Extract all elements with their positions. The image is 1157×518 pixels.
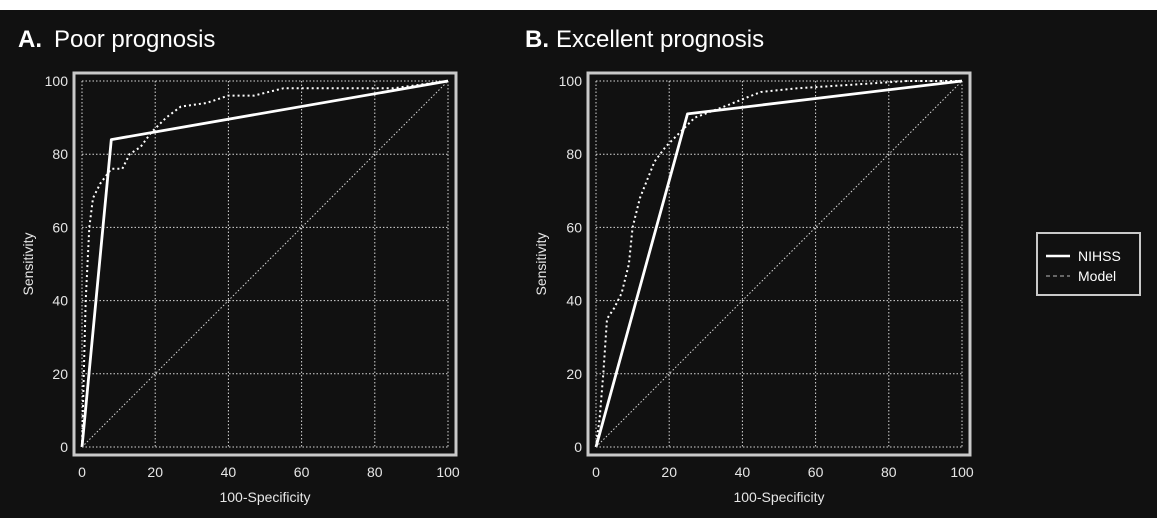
panel-b-marks [594, 79, 963, 448]
panel-b-x-tick-40: 40 [735, 464, 751, 480]
panel-b-x-tick-80: 80 [881, 464, 897, 480]
panel-b-x-ticks: 0 20 40 60 80 100 [592, 464, 974, 480]
panel-b-title: Excellent prognosis [556, 26, 764, 53]
panel-a-y-tick-80: 80 [52, 146, 68, 162]
legend-nihss-label: NIHSS [1078, 248, 1121, 264]
panel-a-frame [72, 71, 458, 457]
panel-poor-prognosis: A. Poor prognosis 0 20 40 60 80 100 0 20 40 60 80… [18, 26, 460, 505]
panel-a-x-tick-40: 40 [221, 464, 237, 480]
panel-a-y-tick-60: 60 [52, 219, 68, 235]
panel-a-y-axis-label: Sensitivity [20, 232, 36, 295]
legend-box [1036, 232, 1141, 296]
panel-b-x-tick-60: 60 [808, 464, 824, 480]
panel-b-letter: B. [525, 26, 549, 53]
figure-background [0, 10, 1157, 518]
panel-b-y-tick-0: 0 [574, 439, 582, 455]
panel-a-marks [80, 79, 449, 448]
panel-a-x-tick-100: 100 [436, 464, 460, 480]
panel-a-nihss-curve [80, 79, 449, 448]
panel-a-y-tick-100: 100 [45, 73, 69, 89]
panel-b-x-axis-label: 100-Specificity [733, 489, 824, 505]
panel-a-grid [81, 80, 449, 448]
panel-a-y-tick-40: 40 [52, 293, 68, 309]
panel-b-x-tick-20: 20 [661, 464, 677, 480]
panel-b-frame [586, 71, 972, 457]
panel-a-letter: A. [18, 26, 42, 53]
panel-b-y-tick-80: 80 [566, 146, 582, 162]
panel-b-y-ticks: 0 20 40 60 80 100 [559, 73, 583, 455]
panel-b-plot-frame [586, 71, 972, 457]
panel-b-diagonal-reference [595, 80, 963, 448]
panel-a-x-ticks: 0 20 40 60 80 100 [78, 464, 460, 480]
panel-a-title: Poor prognosis [54, 26, 215, 53]
panel-b-model-curve [595, 80, 962, 448]
panel-excellent-prognosis: B. Excellent prognosis 0 20 40 60 80 100 0 20 4… [525, 26, 974, 505]
panel-b-y-axis-label: Sensitivity [533, 232, 549, 295]
panel-b-nihss-curve [594, 79, 963, 448]
panel-a-model-curve [81, 80, 449, 448]
panel-a-x-tick-0: 0 [78, 464, 86, 480]
panel-b-y-tick-100: 100 [559, 73, 583, 89]
panel-b-y-tick-40: 40 [566, 293, 582, 309]
panel-a-y-ticks: 0 20 40 60 80 100 [45, 73, 69, 455]
panel-a-y-tick-0: 0 [60, 439, 68, 455]
panel-b-x-tick-100: 100 [950, 464, 974, 480]
panel-a-x-tick-80: 80 [367, 464, 383, 480]
panel-a-x-axis-label: 100-Specificity [219, 489, 310, 505]
panel-a-y-tick-20: 20 [52, 366, 68, 382]
panel-a-plot-frame [72, 71, 458, 457]
legend-model-label: Model [1078, 268, 1116, 284]
panel-a-x-tick-20: 20 [147, 464, 163, 480]
legend: NIHSS Model [1036, 232, 1141, 296]
panel-b-y-tick-60: 60 [566, 219, 582, 235]
panel-a-diagonal-reference [81, 80, 449, 448]
panel-b-y-tick-20: 20 [566, 366, 582, 382]
panel-b-x-tick-0: 0 [592, 464, 600, 480]
panel-a-x-tick-60: 60 [294, 464, 310, 480]
